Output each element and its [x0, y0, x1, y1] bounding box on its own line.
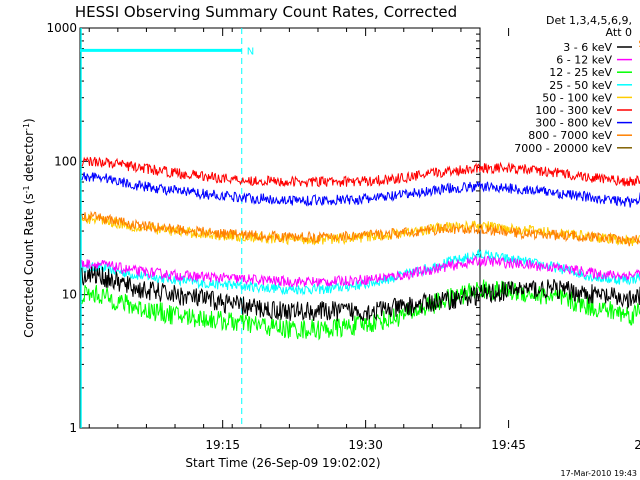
- ylabel-superscript: -1: [22, 123, 31, 131]
- series-line: [81, 279, 640, 341]
- legend-entry-label: 6 - 12 keV: [556, 54, 612, 67]
- x-axis-label: Start Time (26-Sep-09 19:02:02): [185, 456, 380, 470]
- series-line: [81, 156, 640, 188]
- x-tick-label: 20:00: [634, 438, 640, 452]
- flag-label: N: [247, 46, 254, 57]
- series-line: [81, 266, 640, 322]
- series-5: [81, 156, 640, 188]
- legend-entry-label: 12 - 25 keV: [549, 66, 612, 79]
- footer-timestamp: 17-Mar-2010 19:43: [561, 469, 638, 478]
- x-tick-label: 19:15: [205, 438, 240, 452]
- flag-markers: NS: [80, 28, 640, 428]
- series-6: [81, 172, 640, 208]
- legend-entry-label: 3 - 6 keV: [563, 41, 612, 54]
- series-line: [81, 210, 640, 247]
- legend-entry-label: 50 - 100 keV: [542, 91, 612, 104]
- legend-entry-label: 300 - 800 keV: [535, 117, 612, 130]
- ylabel-superscript: -1: [22, 185, 31, 193]
- y-tick-label: 100: [54, 154, 77, 168]
- ylabel-text: ): [22, 118, 36, 123]
- legend-entry-label: 7000 - 20000 keV: [514, 142, 612, 155]
- y-tick-label: 1000: [46, 21, 77, 35]
- ylabel-text: detector: [22, 131, 36, 186]
- y-axis-ticks: 1 10 100 1000: [46, 21, 480, 435]
- series-2: [81, 279, 640, 341]
- y-axis-label: Corrected Count Rate (s-1 detector-1): [22, 118, 37, 337]
- y-tick-label: 10: [62, 288, 77, 302]
- y-tick-label: 1: [69, 421, 77, 435]
- series-0: [81, 266, 640, 322]
- series-7: [81, 210, 640, 247]
- x-tick-label: 19:45: [491, 438, 526, 452]
- chart-title: HESSI Observing Summary Count Rates, Cor…: [75, 3, 457, 21]
- series-line: [81, 255, 640, 288]
- legend-entry-label: 100 - 300 keV: [535, 104, 612, 117]
- ylabel-text: Corrected Count Rate (s: [22, 193, 36, 337]
- legend-entry-label: 25 - 50 keV: [549, 79, 612, 92]
- series-line: [81, 172, 640, 208]
- legend-entry-label: 800 - 7000 keV: [528, 129, 612, 142]
- x-tick-label: 19:30: [348, 438, 383, 452]
- legend-header: Att 0: [606, 26, 632, 39]
- series-1: [81, 255, 640, 288]
- data-series: [81, 156, 640, 341]
- legend-header: Det 1,3,4,5,6,9,: [546, 14, 632, 27]
- flag-label: S: [638, 39, 640, 50]
